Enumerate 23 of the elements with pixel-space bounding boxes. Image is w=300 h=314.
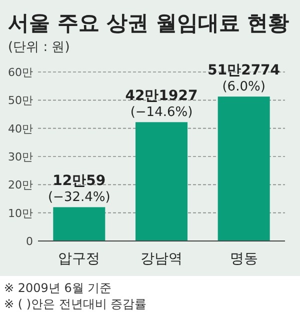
- y-tick-label: 40만: [8, 122, 33, 136]
- chart-title: 서울 주요 상권 월임대료 현황: [8, 11, 290, 35]
- bar: [53, 207, 106, 241]
- y-tick-label: 30만: [8, 150, 33, 164]
- y-tick-label: 10만: [8, 206, 33, 220]
- x-tick-label: 강남역: [140, 251, 182, 267]
- y-tick-label: 50만: [8, 94, 33, 108]
- data-label: 12만59: [52, 173, 106, 190]
- text: ※ 2009년 6월 기준: [4, 281, 112, 295]
- text: ※ ( )안은 전년대비 증감률: [4, 297, 147, 311]
- y-tick-label: 0: [26, 235, 33, 248]
- x-tick-label: 압구정: [58, 251, 100, 267]
- annotation: (−14.6%): [130, 105, 193, 120]
- bar: [218, 96, 270, 241]
- bar: [136, 122, 188, 241]
- y-tick-label: 60만: [8, 66, 33, 79]
- annotation: (−32.4%): [48, 190, 110, 206]
- data-label: 42만1927: [125, 88, 198, 104]
- y-tick-label: 20만: [8, 178, 33, 192]
- x-tick-label: 명동: [230, 251, 258, 267]
- data-label: 51만2774: [208, 62, 280, 79]
- chart-subtitle: (단위 : 원): [8, 40, 70, 55]
- annotation: (6.0%): [222, 80, 266, 95]
